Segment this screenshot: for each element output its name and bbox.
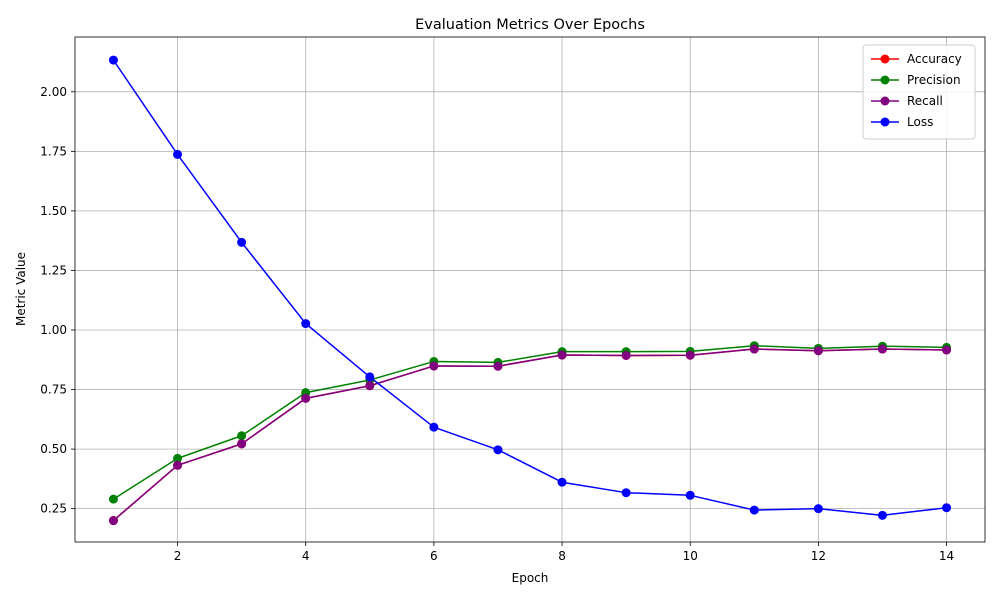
recall-point [557, 350, 567, 360]
loss-point [301, 319, 311, 329]
y-tick-label: 1.50 [40, 204, 67, 218]
legend-label: Precision [907, 73, 961, 87]
series-accuracy [108, 344, 952, 526]
y-axis-ticks: 0.25 0.50 0.75 1.00 1.25 1.50 1.75 2.00 [40, 85, 75, 516]
chart-title: Evaluation Metrics Over Epochs [415, 17, 645, 33]
legend-label: Accuracy [907, 52, 962, 66]
precision-point [173, 453, 183, 463]
y-tick-label: 1.00 [40, 323, 67, 337]
recall-point [749, 344, 759, 354]
loss-point [493, 445, 503, 455]
recall-point [813, 346, 823, 356]
series-lines [108, 55, 952, 526]
recall-point [237, 439, 247, 449]
x-tick-label: 4 [302, 549, 310, 563]
x-tick-label: 2 [174, 549, 182, 563]
series-loss [108, 55, 952, 520]
x-tick-label: 14 [939, 549, 954, 563]
loss-line [112, 59, 947, 517]
loss-point [429, 422, 439, 432]
legend-swatch-marker [880, 54, 890, 64]
loss-point [749, 505, 759, 515]
plot-area [74, 36, 986, 543]
recall-point [877, 344, 887, 354]
series-precision [108, 341, 952, 504]
legend-label: Loss [907, 115, 933, 129]
y-tick-label: 0.75 [40, 383, 67, 397]
loss-point [621, 488, 631, 498]
recall-point [173, 460, 183, 470]
x-tick-label: 8 [558, 549, 566, 563]
loss-point [173, 149, 183, 159]
legend-swatch-marker [880, 75, 890, 85]
y-axis-label: Metric Value [14, 252, 28, 326]
y-tick-label: 1.75 [40, 144, 67, 158]
recall-point [493, 361, 503, 371]
legend-item-accuracy: Accuracy [871, 52, 962, 66]
recall-point [365, 381, 375, 391]
legend-label: Recall [907, 94, 943, 108]
recall-point [942, 345, 952, 355]
loss-point [365, 372, 375, 382]
recall-line [112, 348, 947, 522]
recall-point [621, 350, 631, 360]
loss-point [942, 503, 952, 513]
x-tick-label: 6 [430, 549, 438, 563]
precision-point [108, 494, 118, 504]
loss-point [877, 510, 887, 520]
x-tick-label: 10 [683, 549, 698, 563]
legend-swatch-marker [880, 117, 890, 127]
y-tick-label: 0.50 [40, 442, 67, 456]
y-tick-label: 0.25 [40, 502, 67, 516]
series-recall [108, 344, 952, 526]
recall-point [429, 361, 439, 371]
legend: Accuracy Precision Recall Loss [862, 44, 976, 140]
grid-lines [75, 37, 985, 542]
precision-point [237, 431, 247, 441]
loss-point [685, 490, 695, 500]
legend-item-recall: Recall [871, 94, 943, 108]
loss-point [108, 55, 118, 65]
recall-point [685, 350, 695, 360]
legend-box [862, 44, 976, 140]
recall-point [301, 393, 311, 403]
x-axis-label: Epoch [512, 571, 549, 585]
legend-item-precision: Precision [871, 73, 961, 87]
x-tick-label: 12 [811, 549, 826, 563]
loss-point [237, 237, 247, 247]
y-tick-label: 2.00 [40, 85, 67, 99]
x-axis-ticks: 2 4 6 8 10 12 14 [174, 542, 954, 563]
legend-item-loss: Loss [871, 115, 933, 129]
legend-swatch-marker [880, 96, 890, 106]
loss-point [557, 477, 567, 487]
y-tick-label: 1.25 [40, 263, 67, 277]
loss-point [813, 504, 823, 514]
precision-line [113, 344, 947, 500]
recall-point [108, 516, 118, 526]
